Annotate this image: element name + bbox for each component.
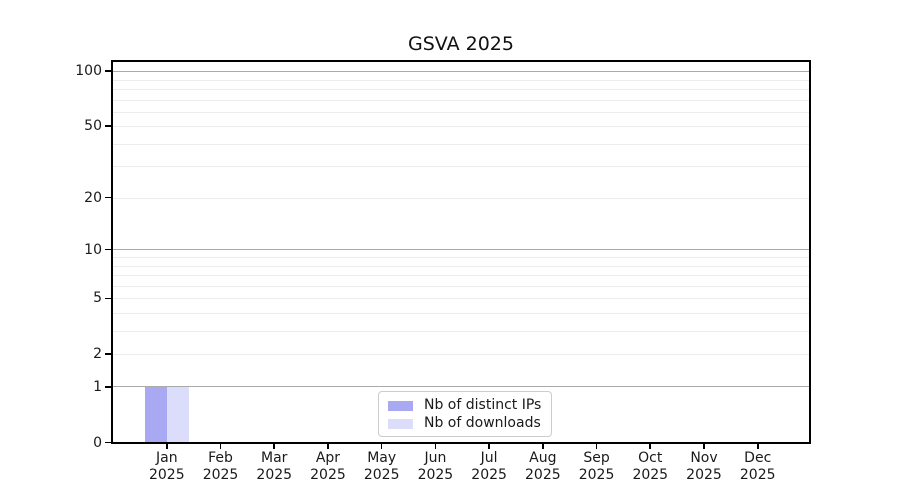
x-tick-month: Mar (261, 450, 288, 466)
minor-gridline (112, 313, 810, 315)
major-gridline (112, 248, 810, 251)
y-tick (105, 385, 111, 388)
minor-gridline (112, 275, 810, 277)
legend-entry-distinct-ips: Nb of distinct IPs (388, 397, 543, 414)
x-tick-label: Mar 2025 (234, 450, 314, 484)
x-tick-label: Nov 2025 (664, 450, 744, 484)
legend-entry-downloads: Nb of downloads (388, 415, 543, 432)
x-tick-label: Dec 2025 (718, 450, 798, 484)
minor-gridline (112, 298, 810, 300)
x-tick-year: 2025 (148, 467, 185, 483)
legend-label: Nb of downloads (424, 415, 541, 431)
x-tick-label: May 2025 (342, 450, 422, 484)
x-tick-label: Jul 2025 (449, 450, 529, 484)
x-tick-year: 2025 (256, 467, 293, 483)
x-tick-year: 2025 (202, 467, 239, 483)
y-tick-label: 50 (84, 118, 102, 135)
x-tick-year: 2025 (739, 467, 776, 483)
bar-jan-distinct-ips (144, 386, 167, 443)
x-tick-month: Jul (480, 450, 498, 466)
minor-gridline (112, 143, 810, 145)
minor-gridline (112, 354, 810, 356)
x-tick-label: Oct 2025 (610, 450, 690, 484)
y-tick (105, 297, 111, 300)
y-tick (105, 353, 111, 355)
x-tick (703, 443, 705, 449)
x-tick (434, 443, 437, 449)
chart-title: GSVA 2025 (408, 33, 514, 55)
x-tick (595, 443, 598, 449)
y-tick (105, 196, 111, 199)
y-tick-label: 0 (93, 434, 102, 451)
x-tick-month: Feb (208, 450, 233, 466)
x-tick-month: Dec (744, 450, 772, 466)
x-tick (649, 443, 652, 449)
y-tick-label: 1 (93, 378, 102, 395)
y-tick (105, 125, 111, 128)
x-tick-label: Apr 2025 (288, 450, 368, 484)
minor-gridline (112, 126, 810, 128)
x-tick (166, 443, 168, 449)
y-tick-label: 10 (84, 241, 102, 258)
y-tick-label: 20 (84, 189, 102, 206)
x-tick-year: 2025 (525, 467, 561, 483)
y-tick (105, 441, 111, 444)
legend-swatch (388, 418, 413, 429)
x-tick-month: Aug (529, 450, 557, 466)
x-tick-month: Oct (638, 450, 663, 466)
minor-gridline (112, 257, 810, 259)
x-tick-label: Jan 2025 (127, 450, 207, 484)
bar-jan-downloads (166, 386, 189, 443)
x-tick-month: May (367, 450, 397, 466)
x-tick (542, 443, 544, 449)
x-tick-label: Jun 2025 (395, 450, 475, 484)
minor-gridline (112, 99, 810, 101)
x-tick-year: 2025 (578, 467, 615, 483)
minor-gridline (112, 285, 810, 287)
x-tick (273, 443, 276, 449)
x-tick (327, 443, 329, 449)
x-tick-year: 2025 (632, 467, 669, 483)
y-tick (105, 70, 111, 73)
minor-gridline (112, 89, 810, 91)
y-tick-label: 100 (75, 63, 102, 80)
major-gridline (112, 386, 810, 388)
x-tick-year: 2025 (310, 467, 346, 483)
x-tick-year: 2025 (686, 467, 722, 483)
minor-gridline (112, 166, 810, 168)
x-tick (488, 443, 490, 449)
y-tick (105, 248, 111, 251)
x-tick (756, 443, 759, 449)
y-tick-label: 5 (93, 290, 102, 307)
major-gridline (112, 70, 810, 72)
x-tick-month: Jun (424, 450, 447, 466)
x-tick-year: 2025 (417, 467, 454, 483)
legend-swatch (388, 400, 413, 411)
x-tick-label: Sep 2025 (557, 450, 637, 484)
minor-gridline (112, 79, 810, 81)
x-tick (380, 443, 383, 449)
minor-gridline (112, 111, 810, 113)
y-tick-label: 2 (93, 346, 102, 363)
x-tick-year: 2025 (471, 467, 507, 483)
minor-gridline (112, 330, 810, 332)
x-tick-year: 2025 (363, 467, 400, 483)
legend: Nb of distinct IPs Nb of downloads (378, 391, 552, 437)
x-tick-month: Nov (690, 450, 718, 466)
plot-area (112, 61, 810, 443)
minor-gridline (112, 265, 810, 267)
x-tick-month: Jan (156, 450, 178, 466)
x-tick (219, 443, 222, 449)
minor-gridline (112, 197, 810, 199)
x-tick-month: Apr (315, 450, 341, 466)
legend-label: Nb of distinct IPs (424, 397, 542, 413)
x-tick-month: Sep (583, 450, 610, 466)
x-tick-label: Feb 2025 (181, 450, 261, 484)
x-tick-label: Aug 2025 (503, 450, 583, 484)
